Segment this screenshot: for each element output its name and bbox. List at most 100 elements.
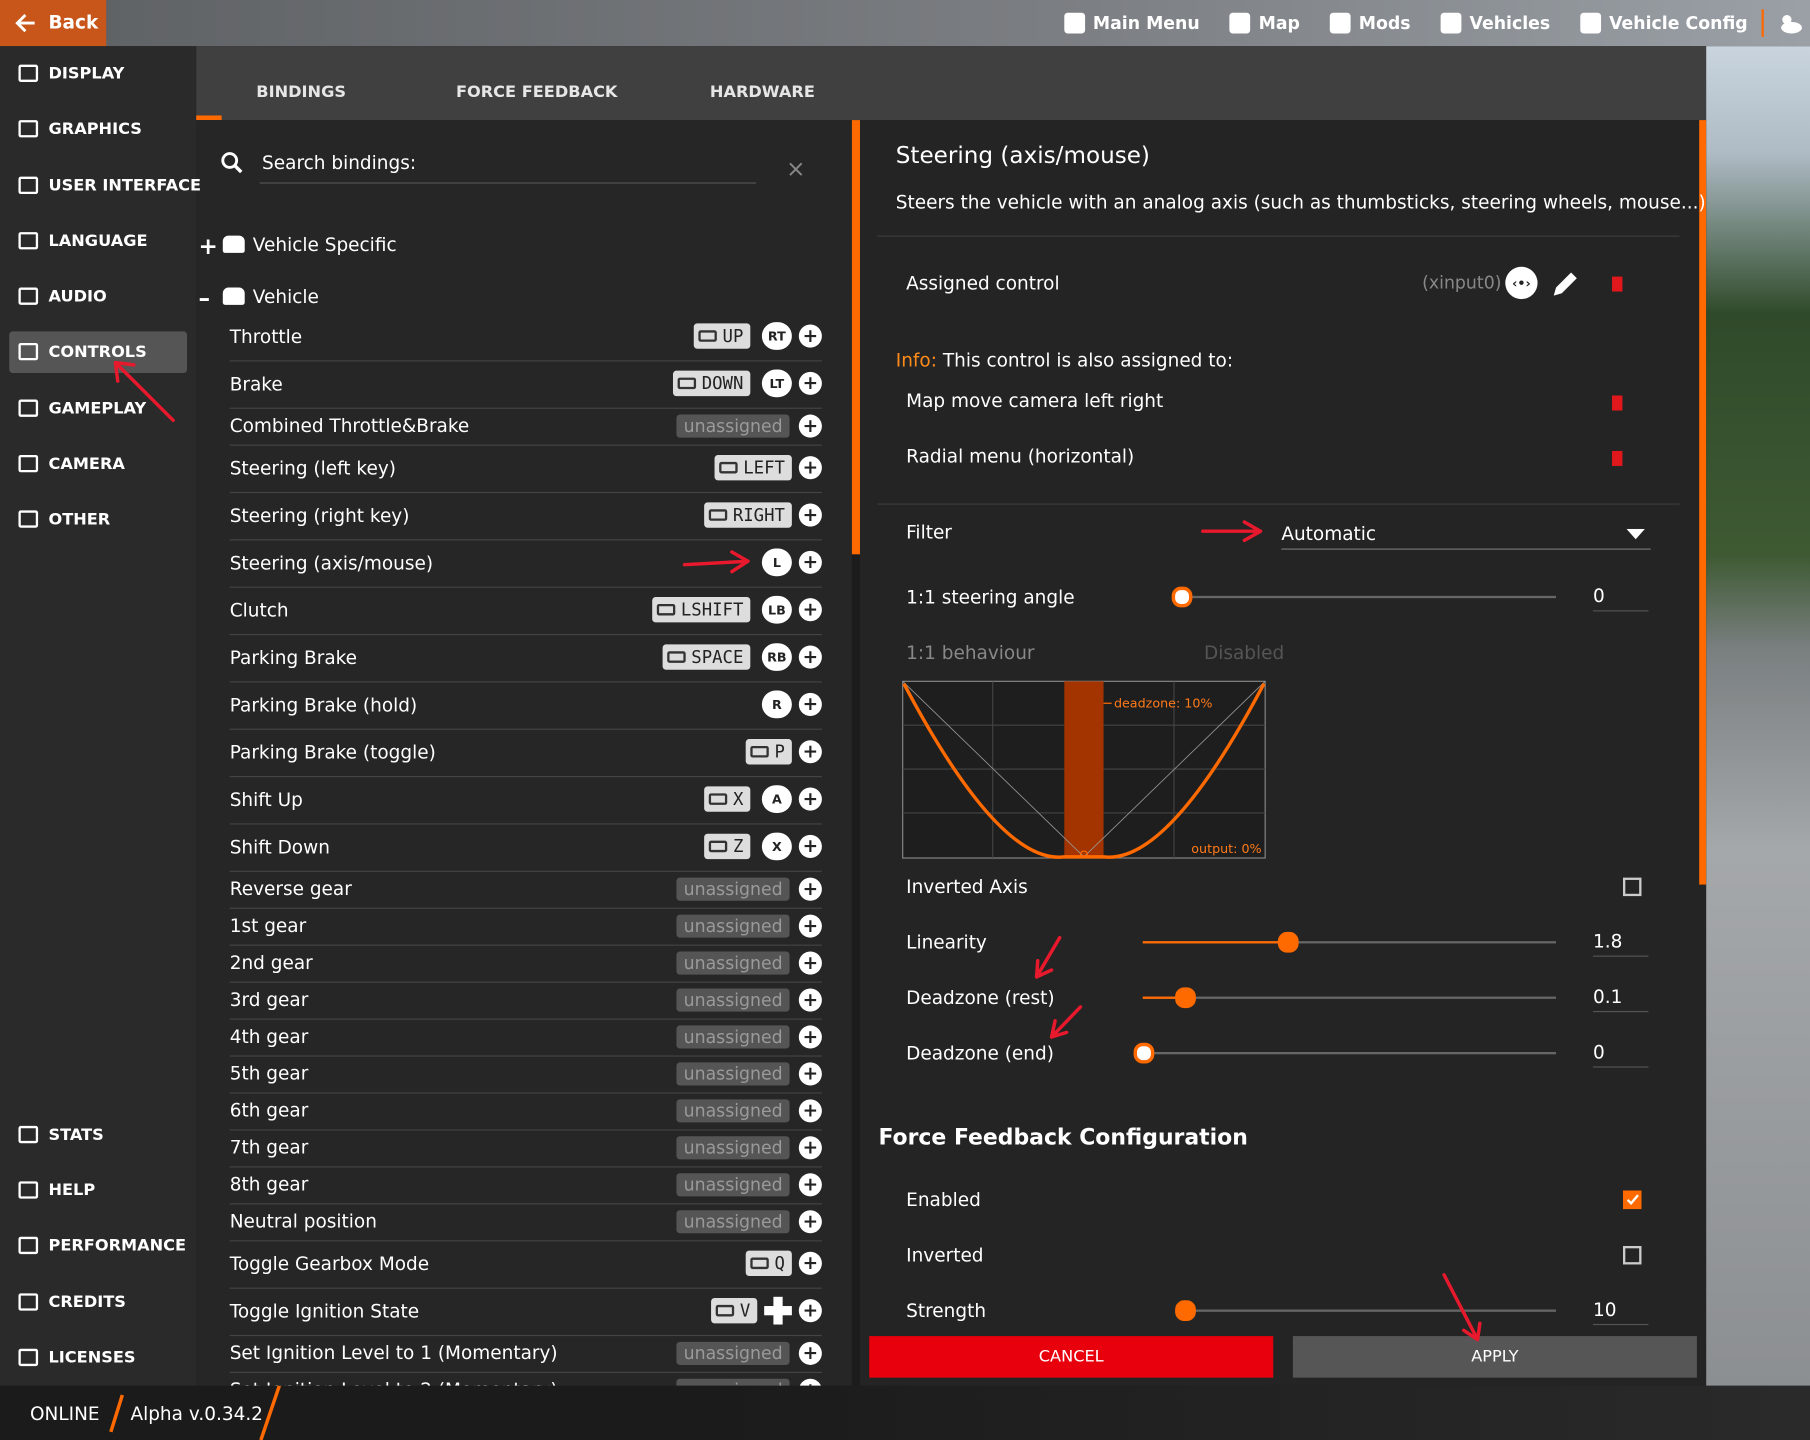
unassigned-badge[interactable]: unassigned [676,1172,790,1196]
add-binding[interactable]: + [798,1341,822,1365]
unassigned-badge[interactable]: unassigned [676,877,790,901]
sidebar-item[interactable]: HELP [48,1181,96,1201]
delete-icon[interactable] [1612,276,1623,292]
apply-button[interactable]: APPLY [1292,1336,1697,1378]
add-binding[interactable]: + [798,740,822,764]
binding-row[interactable]: Toggle Ignition State V + [229,1287,822,1336]
add-binding[interactable]: + [798,645,822,669]
binding-row[interactable]: Parking Brake SPACE RB + [229,633,822,682]
sidebar-item[interactable]: GRAPHICS [48,120,142,139]
nav-label[interactable]: Mods [1358,12,1411,34]
nav-label[interactable]: Vehicle Config [1609,12,1748,34]
add-binding[interactable]: + [798,503,822,527]
binding-row[interactable]: 5th gear unassigned + [229,1055,822,1093]
binding-row[interactable]: Reverse gear unassigned + [229,870,822,909]
add-binding[interactable]: + [798,1098,822,1122]
binding-row[interactable]: 1st gear unassigned + [229,907,822,946]
dpad-icon[interactable] [764,1296,792,1325]
checkbox-checked[interactable] [1623,1190,1642,1210]
slider-knob[interactable] [1277,931,1299,953]
key-badge[interactable]: Z [704,833,751,860]
unassigned-badge[interactable]: unassigned [676,1098,790,1122]
unassigned-badge[interactable]: unassigned [676,1378,790,1386]
binding-row[interactable]: Neutral position unassigned + [229,1203,822,1241]
add-binding[interactable]: + [798,987,822,1012]
key-badge[interactable]: LEFT [714,454,792,481]
nav-item[interactable]: Map [1229,12,1300,34]
nav-item[interactable]: Vehicle Config [1580,12,1748,34]
gamepad-badge[interactable]: LT [761,369,792,398]
tab[interactable]: FORCE FEEDBACK [455,83,618,102]
add-binding[interactable]: + [798,550,822,574]
add-binding[interactable]: + [798,1024,822,1048]
edit-icon[interactable] [1550,269,1580,299]
sidebar-item[interactable]: PERFORMANCE [48,1237,187,1256]
add-binding[interactable]: + [798,324,822,348]
binding-row[interactable]: Shift Up X A + [229,775,822,824]
delete-icon[interactable] [1612,450,1623,466]
add-binding[interactable]: + [798,950,822,975]
search-input[interactable]: Search bindings: [262,151,417,174]
add-binding[interactable]: + [798,787,822,811]
key-badge[interactable]: P [745,739,792,765]
cancel-button[interactable]: CANCEL [869,1336,1274,1378]
key-badge[interactable]: X [704,786,751,812]
sidebar-item[interactable]: OTHER [48,510,111,529]
binding-row[interactable]: 3rd gear unassigned + [229,981,822,1020]
unassigned-badge[interactable]: unassigned [676,950,790,975]
binding-row[interactable]: 8th gear unassigned + [229,1166,822,1204]
add-binding[interactable]: + [798,1061,822,1085]
add-binding[interactable]: + [798,456,822,480]
slider-knob[interactable] [1175,987,1196,1009]
sidebar-item[interactable]: USER INTERFACE [48,176,201,195]
group-toggle[interactable]: + [198,232,218,260]
sidebar-item[interactable]: STATS [48,1125,104,1145]
nav-item[interactable]: Vehicles [1440,12,1551,34]
group-toggle[interactable]: – [198,284,211,312]
setting-value[interactable]: 0 [1592,585,1649,612]
binding-row[interactable]: Set Ignition Level to 2 (Momentary)unass… [230,1371,822,1386]
binding-row[interactable]: Steering (left key) LEFT + [229,444,822,493]
sidebar-item[interactable]: CONTROLS [48,343,147,362]
binding-row[interactable]: 4th gear unassigned + [229,1018,822,1057]
add-binding[interactable]: + [798,1251,822,1275]
unassigned-badge[interactable]: unassigned [676,1061,790,1085]
nav-label[interactable]: Vehicles [1469,12,1551,34]
add-binding[interactable]: + [798,914,822,938]
add-binding[interactable]: + [798,877,822,901]
add-binding[interactable]: + [798,692,822,716]
setting-value[interactable]: 0.1 [1592,986,1649,1013]
add-binding[interactable]: + [798,834,822,858]
gamepad-badge[interactable]: L [761,548,792,577]
add-binding[interactable]: + [798,1299,822,1323]
add-binding[interactable]: + [798,1135,822,1159]
binding-row[interactable]: Brake DOWN LT + [229,360,822,409]
sidebar-item[interactable]: AUDIO [48,287,107,307]
slider-knob[interactable] [1175,1300,1196,1322]
tab[interactable]: HARDWARE [709,83,815,102]
nav-label[interactable]: Main Menu [1092,12,1200,34]
add-binding[interactable]: + [798,598,822,622]
unassigned-badge[interactable]: unassigned [676,1209,790,1233]
checkbox[interactable] [1623,1245,1642,1265]
nav-label[interactable]: Map [1258,12,1300,34]
unassigned-badge[interactable]: unassigned [676,413,790,438]
gamepad-badge[interactable]: R [761,690,792,719]
unassigned-badge[interactable]: unassigned [676,987,790,1012]
sidebar-item[interactable]: CREDITS [48,1292,126,1312]
gamepad-badge[interactable]: LB [761,595,792,624]
sidebar-item[interactable]: DISPLAY [48,64,125,84]
add-binding[interactable]: + [798,1378,822,1386]
add-binding[interactable]: + [798,1209,822,1233]
sidebar-item[interactable]: CAMERA [48,454,125,474]
key-badge[interactable]: DOWN [672,370,751,397]
add-binding[interactable]: + [798,413,822,438]
binding-row[interactable]: 6th gear unassigned + [229,1092,822,1130]
gamepad-badge[interactable]: A [761,785,792,813]
binding-row[interactable]: Clutch LSHIFT LB + [229,586,822,635]
setting-value[interactable]: 0 [1592,1041,1649,1068]
key-badge[interactable]: V [711,1297,758,1324]
gamepad-badge[interactable]: RT [761,322,792,350]
back-label[interactable]: Back [48,10,99,33]
key-badge[interactable]: RIGHT [703,502,792,528]
